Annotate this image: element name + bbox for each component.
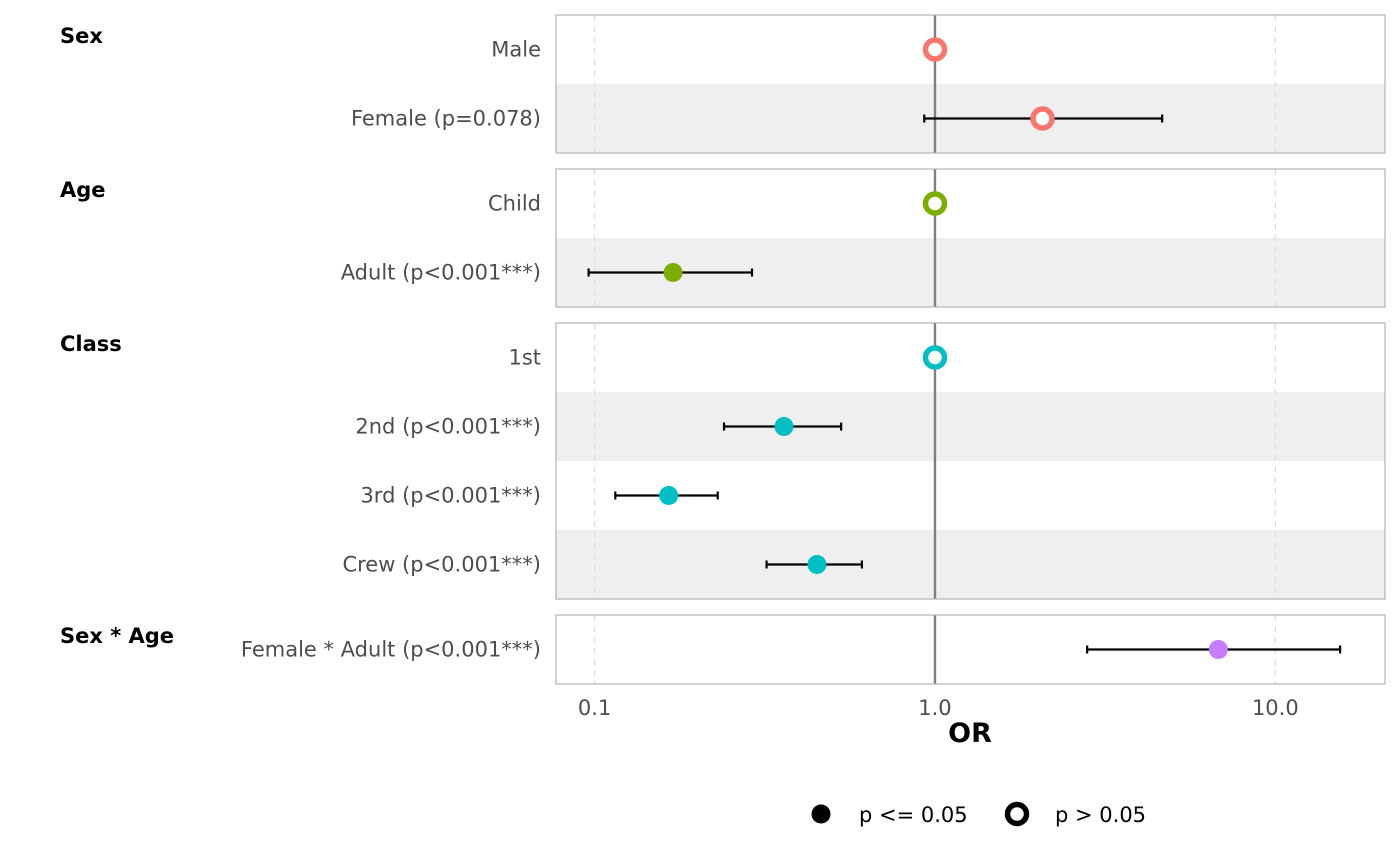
point-significant	[663, 263, 683, 282]
row-label: Child	[488, 192, 541, 216]
panel-sex-age: Sex * Age Female * Adult (p<0.001***)	[60, 614, 1386, 685]
group-title: Sex * Age	[60, 624, 174, 648]
row-band	[556, 392, 1385, 461]
x-axis: 0.1 1.0 10.0	[578, 696, 1299, 720]
legend-label: p <= 0.05	[859, 803, 968, 827]
row-label: 3rd (p<0.001***)	[360, 484, 541, 508]
row-band	[556, 169, 1385, 238]
group-title: Sex	[60, 24, 103, 48]
x-tick-label: 1.0	[918, 696, 951, 720]
row-band	[556, 530, 1385, 599]
row-label: Female * Adult (p<0.001***)	[241, 638, 541, 662]
legend-label: p > 0.05	[1055, 803, 1146, 827]
legend-filled-circle-icon	[811, 804, 831, 824]
x-axis-title: OR	[948, 718, 992, 749]
point-not-significant	[922, 37, 948, 62]
x-tick-label: 10.0	[1252, 696, 1299, 720]
legend: p <= 0.05 p > 0.05	[811, 801, 1146, 827]
panel-class: Class 1st 2nd (p<0.001***) 3rd (p<0.001***)…	[60, 322, 1386, 600]
legend-hollow-circle-icon	[1004, 801, 1030, 827]
point-not-significant	[922, 345, 948, 370]
x-tick-label: 0.1	[578, 696, 611, 720]
panel-border	[555, 614, 1386, 685]
panel-border	[555, 322, 1386, 600]
row-label: Adult (p<0.001***)	[341, 261, 541, 285]
panel-age: Age Child Adult (p<0.001***)	[60, 168, 1386, 308]
row-label: 1st	[508, 346, 541, 370]
row-label: Male	[491, 38, 541, 62]
row-label: Female (p=0.078)	[351, 107, 541, 131]
point-significant	[1208, 640, 1228, 659]
group-title: Age	[60, 178, 106, 202]
point-significant	[659, 486, 679, 505]
panel-border	[555, 168, 1386, 308]
panels: Sex Male Female (p=0.078) Age Child Adult (p<…	[60, 14, 1386, 685]
row-band	[556, 323, 1385, 392]
row-label: Crew (p<0.001***)	[342, 553, 541, 577]
panel-sex: Sex Male Female (p=0.078)	[60, 14, 1386, 154]
point-significant	[807, 555, 827, 574]
panel-border	[555, 14, 1386, 154]
group-title: Class	[60, 332, 122, 356]
row-label: 2nd (p<0.001***)	[355, 415, 541, 439]
row-band	[556, 15, 1385, 84]
point-not-significant	[1030, 106, 1055, 131]
point-significant	[774, 417, 794, 436]
point-not-significant	[922, 191, 948, 216]
